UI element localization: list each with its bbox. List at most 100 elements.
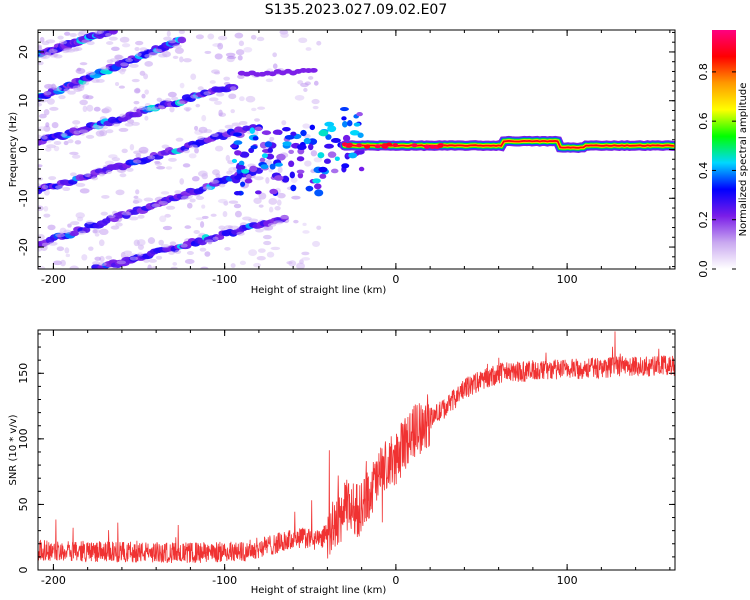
spectrogram-transition-cell	[288, 160, 295, 168]
spectrogram-transition-cell	[265, 153, 275, 160]
spectrogram-band-halo	[148, 258, 157, 263]
spectrogram-transition-cell	[341, 116, 347, 121]
spectrogram-speckle	[119, 36, 130, 43]
spectrogram-band-halo	[160, 244, 170, 249]
spectrogram-speckle	[305, 47, 312, 51]
spectrogram-band-halo	[203, 129, 213, 134]
spectrogram-band-halo	[193, 230, 200, 235]
spectrogram-transition-cell	[348, 152, 358, 159]
spectrogram-speckle	[156, 165, 166, 170]
spectrogram-band-halo	[100, 66, 110, 71]
spectrogram-transition-cell	[324, 143, 334, 149]
spectrogram-band-halo	[154, 161, 162, 166]
spectrogram-speckle	[119, 68, 126, 75]
spectrogram-speckle	[195, 34, 204, 40]
spectrogram-transition-cell	[276, 153, 286, 161]
spectrogram-speckle	[245, 95, 256, 103]
spectrogram-speckle	[214, 145, 224, 152]
colorbar-tick-label: 0.0	[697, 260, 710, 278]
spectrogram-speckle	[194, 125, 199, 131]
spectrogram-band-halo	[236, 231, 245, 236]
spectrogram-transition-cell	[235, 164, 246, 170]
spectrogram-band-halo	[84, 173, 91, 178]
spectrogram-speckle	[45, 147, 52, 152]
spectrogram-speckle	[79, 62, 88, 66]
snr-y-tick-label: 150	[17, 363, 30, 384]
spectrogram-band-halo	[88, 26, 98, 30]
spectrogram-speckle	[74, 140, 82, 145]
spectrogram-transition-cell	[317, 152, 325, 159]
snr-y-tick-label: 100	[17, 428, 30, 449]
spectrogram-transition-cell	[234, 150, 242, 156]
spectrogram-band-halo	[238, 120, 248, 125]
spectrogram-transition-cell	[297, 172, 304, 179]
spectrogram-speckle	[290, 177, 298, 183]
spectrogram-speckle	[268, 206, 274, 213]
spectrogram-speckle	[162, 225, 173, 231]
spectrogram-transition-cell	[233, 140, 243, 145]
spectrogram-speckle	[265, 177, 270, 184]
spectrogram-speckle	[280, 32, 289, 38]
spectrogram-band-halo	[100, 211, 108, 216]
spectrogram-band-halo	[63, 229, 72, 234]
spectrogram-speckle	[268, 168, 273, 173]
spectrogram-transition-cell	[290, 131, 297, 137]
spectrogram-speckle	[115, 189, 125, 196]
spectrogram-band-halo	[123, 250, 133, 255]
spectrogram-hotspot	[364, 144, 371, 149]
spectrogram-speckle	[133, 100, 140, 105]
spectrogram-transition-cell	[269, 188, 278, 195]
spectrogram-band-halo	[147, 155, 156, 160]
spectrogram-transition-cell	[260, 164, 269, 170]
spectrogram-transition-cell	[324, 121, 335, 127]
spectrogram-band-halo	[190, 94, 199, 99]
spectrogram-transition-cell	[318, 129, 329, 137]
spectrogram-band-halo	[262, 226, 270, 231]
spectrogram-transition-cell	[238, 160, 245, 167]
spectrogram-speckle	[272, 63, 278, 69]
spectrogram-transition-cell	[254, 126, 263, 132]
spectrogram-band-halo	[46, 144, 56, 149]
spectrogram-speckle	[137, 244, 145, 250]
spectrogram-transition-cell	[303, 137, 311, 145]
spectrogram-speckle	[43, 125, 51, 132]
spectrogram-speckle	[135, 189, 140, 195]
spectrogram-transition-cell	[342, 121, 348, 128]
spectrogram-transition-cell	[342, 134, 351, 142]
spectrogram-band-halo	[44, 51, 52, 56]
spectrogram-speckle	[194, 147, 199, 154]
spectrogram-speckle	[298, 37, 308, 44]
spectrogram-speckle	[43, 189, 50, 196]
spectrogram-speckle	[170, 266, 178, 269]
spectrogram-band-halo	[58, 40, 68, 45]
spectrogram-band-halo	[47, 241, 58, 246]
spectrogram-transition-cell	[234, 175, 242, 180]
spectrogram-speckle	[82, 105, 88, 113]
spectrogram-hotspot	[392, 143, 399, 148]
snr-x-tick-label: 100	[557, 574, 578, 587]
snr-frame	[37, 329, 676, 571]
spectrogram-band-halo	[224, 124, 234, 129]
spectrogram-speckle	[93, 106, 101, 112]
spectrogram-transition-cell	[314, 189, 324, 197]
spectrogram-speckle	[250, 34, 257, 40]
spectrogram-transition-cell	[233, 132, 242, 137]
spectrogram-speckle	[38, 113, 47, 119]
spectrogram-band-cell	[309, 67, 318, 73]
spectrogram-speckle	[104, 160, 115, 165]
spectrogram-y-tick-label: 10	[17, 94, 30, 108]
spectrogram-band-halo	[226, 170, 233, 175]
spectrogram-speckle	[253, 262, 262, 268]
spectrogram-speckle	[184, 225, 192, 229]
spectrogram-band-halo	[63, 88, 71, 93]
spectrogram-speckle	[43, 213, 51, 218]
spectrogram-band-halo	[38, 183, 42, 188]
spectrogram-band-halo	[273, 220, 284, 225]
spectrogram-transition-cell	[250, 145, 258, 150]
spectrogram-band-cell	[177, 36, 187, 44]
spectrogram-band-halo	[171, 96, 179, 101]
spectrogram-transition-cell	[346, 120, 353, 127]
spectrogram-band-halo	[38, 134, 43, 139]
colorbar-ticks: 0.0 0.2 0.4 0.6 0.8	[697, 63, 736, 278]
